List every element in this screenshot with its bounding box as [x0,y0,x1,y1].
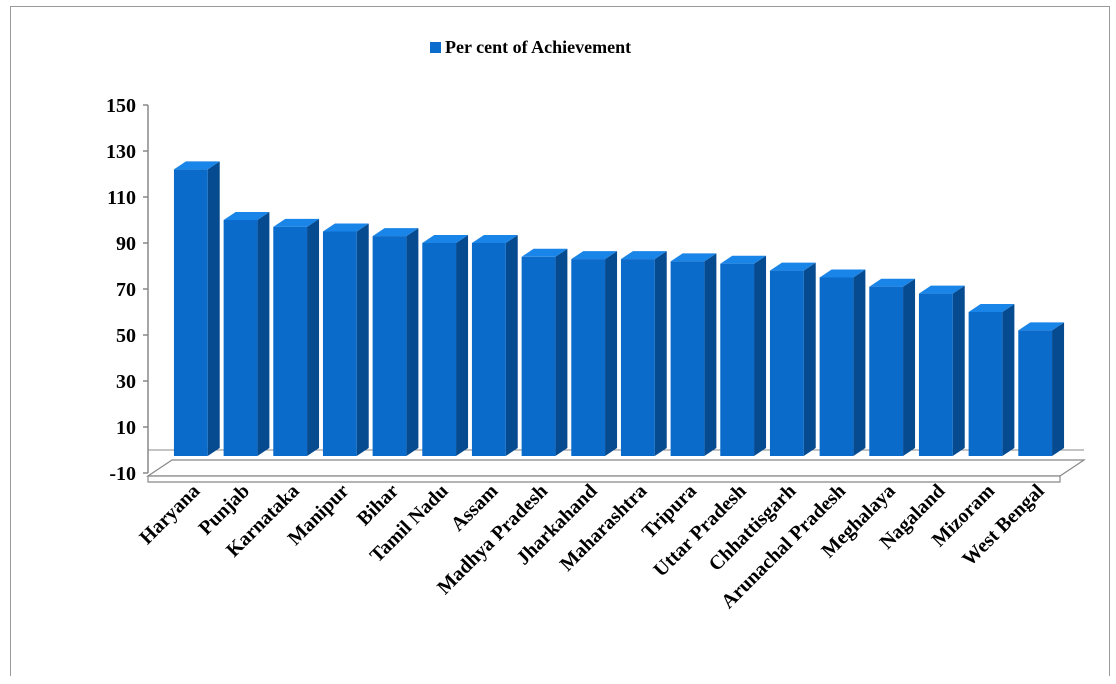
bar [918,285,965,456]
bar-side [307,218,320,456]
bar-top [670,253,717,262]
bar [173,161,220,456]
y-tick-label: 10 [116,417,136,439]
bar [471,235,518,456]
legend-label: Per cent of Achievement [445,37,631,57]
bar-top [819,269,866,278]
bar [571,251,618,456]
y-tick-label: 110 [107,187,136,209]
bar-front [819,277,854,456]
bar-top [422,235,469,243]
bar-top [223,212,270,220]
bar [720,255,767,456]
bar-top [322,223,369,232]
bar-top [521,248,568,257]
bar-side [555,248,568,456]
bar-front [769,270,804,456]
floor-top [146,459,1086,477]
bar-side [207,161,220,456]
legend-swatch [430,42,441,53]
bar-front [670,261,705,456]
bar [1018,322,1065,456]
bar-front [571,259,606,456]
bar-side [903,278,916,456]
bar-side [654,251,667,456]
bar-top [769,262,816,271]
y-tick-label: 150 [106,95,136,117]
bar-front [968,312,1003,456]
y-tick-label: -10 [109,463,136,485]
bar-top [273,218,320,227]
bar-front [223,220,258,456]
bar-front [918,293,953,456]
bar-front [471,243,506,456]
bar [968,304,1015,456]
bar-side [853,269,866,456]
x-tick-label: Haryana [135,480,204,549]
bar-front [521,256,556,456]
bar [819,269,866,456]
bar-top [620,251,667,260]
bar-side [754,255,767,456]
floor-front [147,475,1061,483]
bar [223,212,270,456]
bar-top [968,304,1015,312]
bar-side [456,235,469,456]
bar-side [1052,322,1065,456]
bar-front [372,236,407,456]
bar-side [356,223,369,456]
bar-top [1018,322,1065,331]
bar-front [1018,330,1053,456]
bar-front [869,286,904,456]
bar [670,253,717,456]
bar-side [406,228,419,456]
bar-side [605,251,618,456]
bar-front [422,243,457,456]
bar-side [257,212,270,456]
bar-top [869,278,916,287]
bar-side [803,262,816,456]
bar-top [471,235,518,243]
bars [173,161,1065,456]
bar-front [322,231,357,456]
bar [869,278,916,456]
bar-top [372,228,419,237]
y-tick-label: 90 [116,233,136,255]
y-tick-label: 70 [116,279,136,301]
bar-side [952,285,965,456]
bar-top [571,251,618,260]
bar [521,248,568,456]
y-tick-label: 130 [106,141,136,163]
bar-front [173,169,208,456]
bar [620,251,667,456]
bar-top [173,161,220,170]
bar [422,235,469,456]
bar [372,228,419,456]
y-axis: -10 10 30 50 70 90 110 130 150 [106,95,149,485]
bar-front [720,263,755,456]
bar-top [720,255,767,264]
legend: Per cent of Achievement [430,37,631,57]
bar-side [505,235,518,456]
bar-front [273,226,308,456]
bar-side [1002,304,1015,456]
bar-side [704,253,717,456]
bar [322,223,369,456]
bar-front [620,259,655,456]
bar [273,218,320,456]
y-tick-label: 50 [116,325,136,347]
bar [769,262,816,456]
bar-top [918,285,965,294]
y-tick-label: 30 [116,371,136,393]
